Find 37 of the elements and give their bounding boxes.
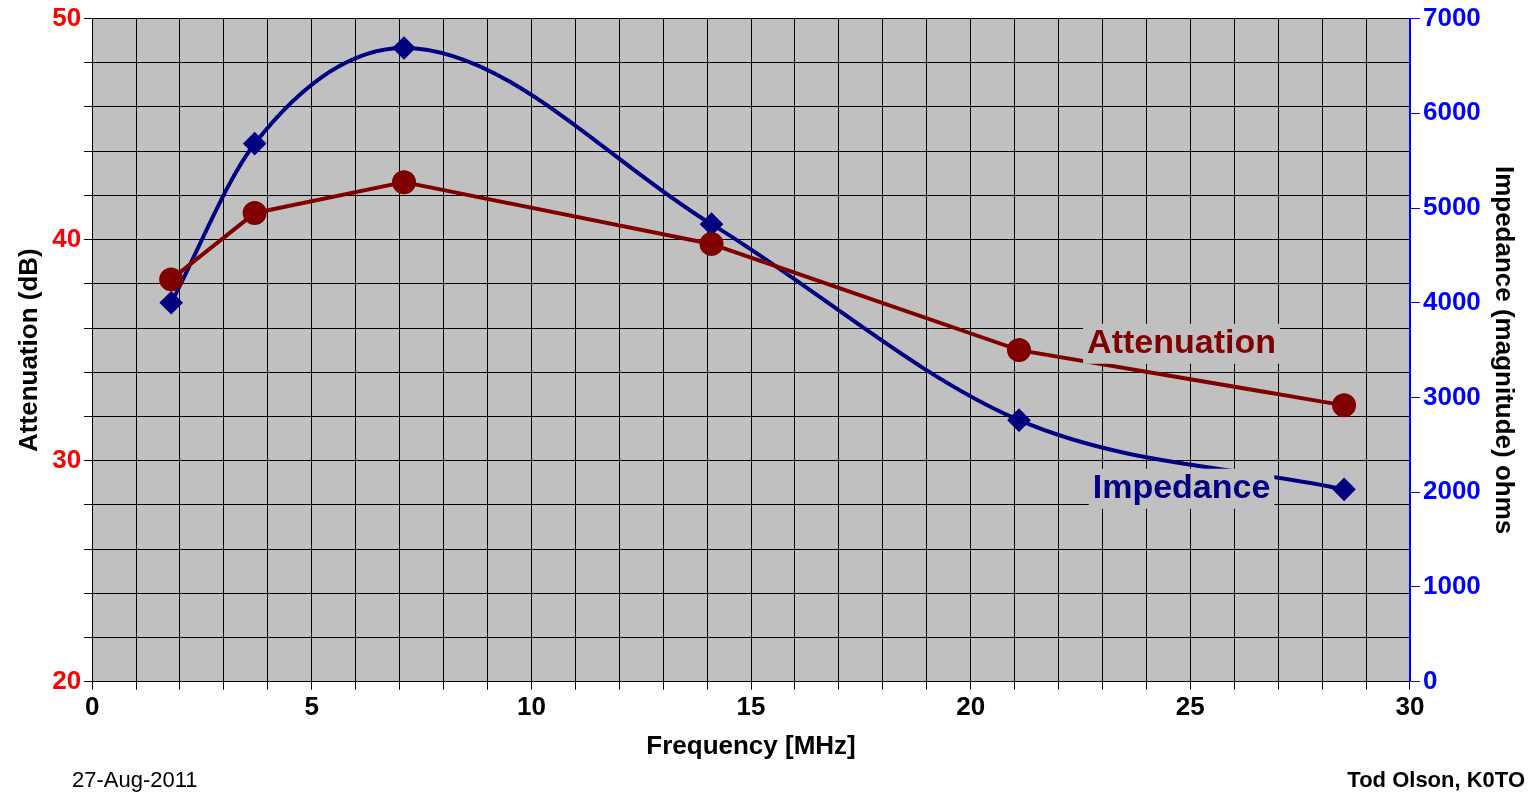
y2-tick-label: 1000 (1422, 570, 1481, 601)
series-label: Attenuation (1087, 322, 1276, 361)
y-tick-label: 40 (52, 222, 82, 253)
x-tick-label: 10 (516, 691, 546, 722)
point (1007, 338, 1031, 363)
y2-tick-label: 7000 (1422, 1, 1481, 32)
x-axis-title: Frequency [MHz] (646, 729, 856, 760)
y-axis-title: Attenuation (dB) (12, 248, 43, 452)
y2-tick-label: 4000 (1422, 285, 1481, 316)
y2-tick-label: 0 (1422, 664, 1438, 695)
y-tick-label: 20 (52, 664, 82, 695)
text: 27-Aug-2011 (72, 767, 198, 793)
point (159, 267, 184, 292)
series-label: Impedance (1092, 467, 1271, 506)
point (1008, 409, 1030, 432)
y2-tick-label: 2000 (1422, 475, 1481, 506)
x-tick-label: 0 (84, 691, 100, 722)
point (392, 170, 417, 195)
y-tick-label: 30 (52, 443, 82, 474)
y2-axis-title: Impedance (magnitude) ohms (1490, 165, 1521, 535)
x-tick-label: 15 (736, 691, 766, 722)
x-tick-label: 25 (1175, 691, 1205, 722)
point (243, 132, 266, 155)
point (699, 232, 724, 257)
x-tick-label: 30 (1395, 691, 1425, 722)
y-tick-label: 50 (52, 1, 82, 32)
point (242, 201, 267, 226)
y2-tick-label: 3000 (1422, 380, 1481, 411)
point (393, 36, 416, 59)
y2-tick-label: 6000 (1422, 96, 1481, 127)
x-tick-label: 20 (956, 691, 986, 722)
point (1332, 393, 1357, 418)
x-tick-label: 5 (304, 691, 319, 722)
point (160, 291, 183, 314)
text: Tod Olson, K0TO (1347, 767, 1525, 793)
point (1333, 478, 1356, 501)
y2-tick-label: 5000 (1422, 191, 1481, 222)
